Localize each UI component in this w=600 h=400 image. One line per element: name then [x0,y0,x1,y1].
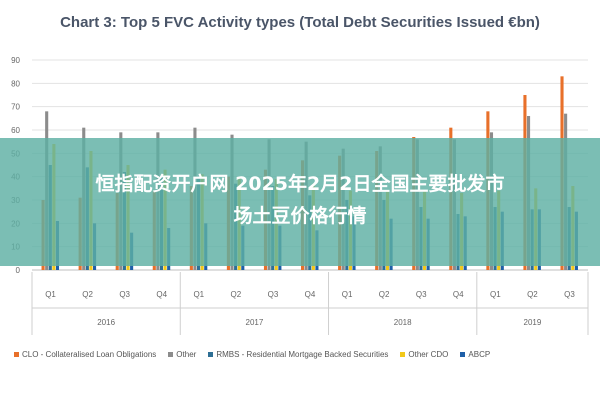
legend-swatch [460,352,466,357]
legend-swatch [14,352,19,357]
legend-label: Other [176,350,197,359]
y-tick-label: 80 [11,79,20,88]
legend-item: Other [168,350,196,359]
year-label: 2016 [97,318,115,327]
x-tick-label: Q2 [231,290,242,299]
legend-swatch [400,352,406,357]
x-tick-label: Q4 [305,290,316,299]
y-tick-label: 70 [11,103,20,112]
x-tick-label: Q3 [564,290,575,299]
y-tick-label: 60 [11,126,20,135]
legend-item: Other CDO [400,350,448,359]
year-label: 2019 [524,318,542,327]
x-tick-label: Q3 [268,290,279,299]
x-tick-label: Q4 [156,290,167,299]
x-tick-label: Q2 [527,290,538,299]
legend-item: CLO - Collateralised Loan Obligations [14,350,156,359]
year-label: 2017 [246,318,264,327]
banner-text-line1: 恒指配资开户网 2025年2月2日全国主要批发市 [95,173,505,195]
chart-title: Chart 3: Top 5 FVC Activity types (Total… [60,14,540,31]
x-tick-label: Q1 [342,290,353,299]
legend-label: Other CDO [408,350,449,359]
legend-item: ABCP [460,350,490,359]
chart-legend: CLO - Collateralised Loan Obligations Oth… [14,350,600,359]
x-tick-label: Q2 [379,290,390,299]
x-tick-label: Q3 [119,290,130,299]
year-label: 2018 [394,318,412,327]
y-tick-label: 90 [11,56,20,65]
legend-swatch [208,352,214,357]
x-tick-label: Q1 [45,290,56,299]
legend-item: RMBS - Residential Mortgage Backed Secur… [208,350,388,359]
overlay-banner: 恒指配资开户网 2025年2月2日全国主要批发市 场土豆价格行情 [0,138,600,266]
x-tick-label: Q3 [416,290,427,299]
x-axis: Q1 Q2 Q3 Q4 Q1 Q2 Q3 Q4 Q1 Q2 Q3 Q4 Q1 Q2 Q3 2016 2017 20… [31,272,589,335]
x-tick-label: Q4 [453,290,464,299]
legend-label: ABCP [468,350,491,359]
y-tick-label: 0 [16,266,21,275]
x-tick-label: Q2 [82,290,93,299]
banner-text-line2: 场土豆价格行情 [233,205,367,227]
x-tick-label: Q1 [490,290,501,299]
legend-label: CLO - Collateralised Loan Obligations [22,350,157,359]
legend-label: RMBS - Residential Mortgage Backed Secur… [216,350,389,359]
legend-swatch [168,352,174,357]
x-tick-label: Q1 [193,290,204,299]
